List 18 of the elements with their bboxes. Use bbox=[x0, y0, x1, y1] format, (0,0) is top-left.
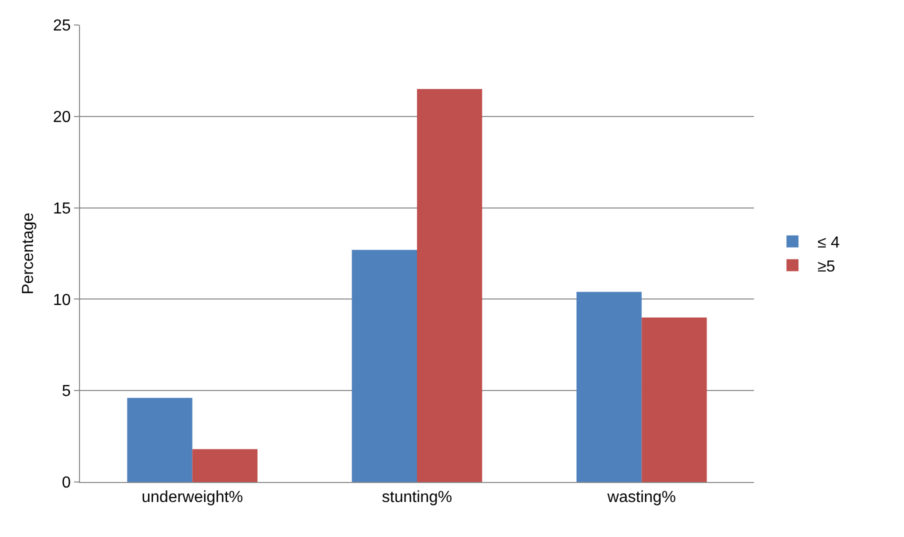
bar bbox=[352, 250, 417, 482]
x-tick-label: underweight% bbox=[142, 489, 244, 506]
y-tick-label: 5 bbox=[62, 383, 71, 400]
bar bbox=[576, 292, 642, 482]
bar bbox=[642, 317, 707, 482]
y-axis-title: Percentage bbox=[20, 212, 37, 294]
y-tick-label: 10 bbox=[53, 292, 71, 309]
legend-label: ≤ 4 bbox=[817, 234, 840, 252]
y-tick-label: 20 bbox=[53, 109, 71, 126]
y-tick-label: 0 bbox=[62, 474, 71, 492]
y-tick-label: 25 bbox=[53, 18, 71, 35]
legend-label: ≥5 bbox=[817, 258, 836, 276]
x-tick-label: stunting% bbox=[382, 489, 452, 506]
bar bbox=[127, 398, 192, 482]
y-tick-label: 15 bbox=[53, 200, 71, 218]
bar bbox=[417, 88, 482, 482]
x-tick-label: wasting% bbox=[606, 489, 676, 506]
bar bbox=[192, 449, 258, 482]
